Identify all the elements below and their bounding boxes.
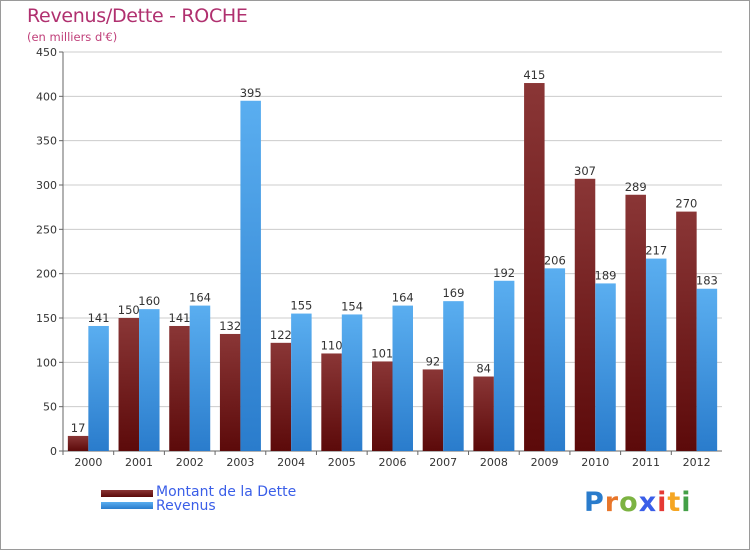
y-tick-label-50: 50 bbox=[43, 401, 57, 414]
bar-debt-2009 bbox=[524, 83, 545, 452]
x-tick-label-2003: 2003 bbox=[226, 456, 254, 469]
logo-letter: i bbox=[657, 487, 668, 518]
bar-debt-2012 bbox=[676, 211, 697, 451]
logo-letter: r bbox=[604, 487, 620, 518]
chart-title: Revenus/Dette - ROCHE bbox=[27, 5, 248, 27]
data-label-debt-2012: 270 bbox=[675, 197, 697, 211]
bar-debt-2003 bbox=[219, 333, 241, 451]
data-label-revenue-2000: 141 bbox=[88, 311, 110, 325]
y-tick-label-400: 400 bbox=[36, 90, 57, 103]
data-label-debt-2002: 141 bbox=[169, 311, 191, 325]
legend-swatch-revenue bbox=[101, 502, 153, 509]
bar-revenue-2010 bbox=[595, 283, 616, 451]
logo-letter: x bbox=[638, 487, 658, 518]
bar-debt-2008 bbox=[473, 376, 494, 451]
bar-debt-2000 bbox=[67, 435, 89, 451]
bar-revenue-2007 bbox=[443, 301, 464, 451]
y-tick-label-0: 0 bbox=[50, 445, 57, 458]
data-label-revenue-2010: 189 bbox=[595, 268, 617, 282]
data-label-revenue-2011: 217 bbox=[645, 244, 667, 258]
data-label-revenue-2006: 164 bbox=[392, 291, 414, 305]
x-tick-label-2008: 2008 bbox=[480, 456, 508, 469]
legend-swatch-debt bbox=[101, 490, 153, 497]
bar-debt-2006 bbox=[372, 361, 393, 451]
data-label-debt-2011: 289 bbox=[625, 180, 647, 194]
data-label-debt-2008: 84 bbox=[476, 362, 491, 376]
proxiti-logo: Proxiti bbox=[584, 487, 692, 518]
x-tick-label-2005: 2005 bbox=[328, 456, 356, 469]
x-tick-label-2009: 2009 bbox=[531, 456, 559, 469]
bar-debt-2011 bbox=[625, 194, 646, 451]
x-tick-label-2012: 2012 bbox=[683, 456, 711, 469]
y-tick-label-200: 200 bbox=[36, 268, 57, 281]
data-label-debt-2007: 92 bbox=[426, 354, 441, 368]
x-tick-label-2000: 2000 bbox=[74, 456, 102, 469]
y-tick-label-150: 150 bbox=[36, 312, 57, 325]
chart-subtitle: (en milliers d'€) bbox=[27, 30, 118, 44]
logo-letter: i bbox=[681, 487, 692, 518]
x-tick-label-2002: 2002 bbox=[176, 456, 204, 469]
data-label-debt-2009: 415 bbox=[523, 68, 545, 82]
bar-revenue-2000 bbox=[88, 325, 109, 451]
x-tick-label-2007: 2007 bbox=[429, 456, 457, 469]
x-tick-label-2011: 2011 bbox=[632, 456, 660, 469]
logo-letter: o bbox=[619, 487, 639, 518]
data-label-debt-2000: 17 bbox=[71, 421, 86, 435]
y-tick-label-100: 100 bbox=[36, 356, 57, 369]
data-label-revenue-2012: 183 bbox=[696, 274, 718, 288]
data-label-revenue-2002: 164 bbox=[189, 291, 211, 305]
bar-debt-2010 bbox=[574, 178, 596, 451]
data-label-debt-2006: 101 bbox=[371, 346, 393, 360]
y-tick-label-300: 300 bbox=[36, 179, 57, 192]
bar-revenue-2008 bbox=[493, 280, 515, 451]
data-label-debt-2001: 150 bbox=[118, 303, 140, 317]
data-label-revenue-2007: 169 bbox=[442, 286, 464, 300]
x-tick-label-2004: 2004 bbox=[277, 456, 305, 469]
data-label-revenue-2009: 206 bbox=[544, 253, 566, 267]
data-label-revenue-2001: 160 bbox=[138, 294, 160, 308]
bar-debt-2001 bbox=[118, 318, 140, 451]
data-label-revenue-2003: 395 bbox=[240, 86, 262, 100]
y-tick-label-350: 350 bbox=[36, 135, 57, 148]
data-label-debt-2004: 122 bbox=[270, 328, 292, 342]
x-tick-label-2010: 2010 bbox=[581, 456, 609, 469]
bar-revenue-2005 bbox=[341, 314, 363, 451]
bar-revenue-2011 bbox=[645, 258, 667, 451]
y-tick-label-250: 250 bbox=[36, 223, 57, 236]
bar-revenue-2003 bbox=[240, 100, 261, 452]
logo-letter: P bbox=[584, 487, 605, 518]
data-label-debt-2010: 307 bbox=[574, 164, 596, 178]
bar-revenue-2006 bbox=[392, 305, 413, 451]
x-tick-label-2006: 2006 bbox=[379, 456, 407, 469]
data-label-revenue-2005: 154 bbox=[341, 299, 363, 313]
bar-debt-2002 bbox=[169, 325, 190, 451]
legend-label-revenue: Revenus bbox=[156, 498, 216, 514]
bar-revenue-2012 bbox=[696, 288, 718, 451]
bar-debt-2007 bbox=[422, 369, 444, 451]
bar-debt-2004 bbox=[270, 342, 292, 451]
bar-revenue-2004 bbox=[291, 313, 312, 451]
data-label-debt-2005: 110 bbox=[321, 338, 343, 352]
legend-label-debt: Montant de la Dette bbox=[156, 484, 297, 500]
data-label-revenue-2008: 192 bbox=[493, 266, 515, 280]
data-label-revenue-2004: 155 bbox=[290, 299, 312, 313]
bar-revenue-2001 bbox=[139, 309, 160, 451]
bar-revenue-2002 bbox=[189, 305, 211, 451]
bar-revenue-2009 bbox=[544, 268, 566, 451]
bar-debt-2005 bbox=[321, 353, 342, 451]
x-tick-label-2001: 2001 bbox=[125, 456, 153, 469]
data-label-debt-2003: 132 bbox=[219, 319, 241, 333]
y-tick-label-450: 450 bbox=[36, 46, 57, 59]
logo-letter: t bbox=[667, 487, 682, 518]
